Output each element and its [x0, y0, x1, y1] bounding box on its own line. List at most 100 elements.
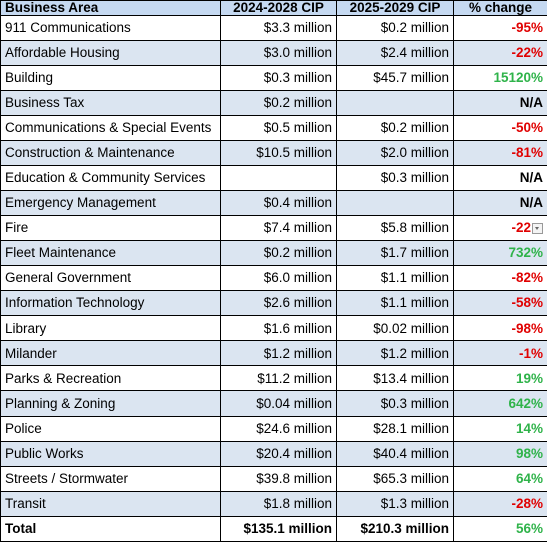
cell-text: $135.1 million: [243, 521, 332, 537]
cip-2024-2028: $0.2 million: [220, 89, 337, 116]
cip-2025-2029: $1.2 million: [336, 340, 454, 367]
percent-change: 64%: [453, 465, 547, 492]
cip-2024-2028: $135.1 million: [220, 515, 337, 542]
business-area: Communications & Special Events: [0, 114, 221, 141]
cell-text: Library: [5, 320, 47, 336]
cip-2025-2029: $40.4 million: [336, 440, 454, 467]
data-row: Planning & Zoning $0.04 million $0.3 milli…: [0, 390, 547, 417]
cip-2025-2029: $0.3 million: [336, 164, 454, 191]
business-area: Fleet Maintenance: [0, 240, 221, 267]
cip-2024-2028: [220, 164, 337, 191]
cell-text: $0.4 million: [263, 195, 332, 211]
business-area: Public Works: [0, 440, 221, 467]
percent-change: -22%: [453, 39, 547, 66]
percent-change: -95%: [453, 14, 547, 41]
percent-change: N/A: [453, 189, 547, 217]
cell-text: Communications & Special Events: [5, 120, 212, 136]
cip-2025-2029: $28.1 million: [336, 415, 454, 442]
cell-text: $45.7 million: [373, 69, 449, 85]
header-cell: % change: [453, 0, 547, 16]
cell-text: -98%: [511, 320, 543, 336]
business-area: Affordable Housing: [0, 39, 221, 66]
cip-2025-2029: $1.3 million: [336, 490, 454, 517]
cell-text: Building: [5, 69, 54, 85]
business-area: Fire: [0, 214, 221, 242]
cell-text: $0.3 million: [380, 395, 449, 411]
cell-text: Emergency Management: [5, 195, 156, 211]
percent-change: -22: [453, 214, 547, 242]
data-row: 911 Communications $3.3 million $0.2 milli…: [0, 14, 547, 41]
cell-text: $1.2 million: [263, 345, 332, 361]
cell-text: $39.8 million: [256, 470, 332, 486]
percent-change: N/A: [453, 164, 547, 191]
data-row: Emergency Management $0.4 million N/A: [0, 189, 547, 217]
cell-text: 98%: [515, 445, 543, 461]
cip-2025-2029: $210.3 million: [336, 515, 454, 542]
cell-text: $1.7 million: [380, 245, 449, 261]
cell-text: Milander: [5, 345, 57, 361]
cell-text: General Government: [5, 270, 132, 286]
cip-2024-2028: $1.6 million: [220, 315, 337, 342]
cell-text: 642%: [508, 395, 543, 411]
cip-2024-2028: $3.3 million: [220, 14, 337, 41]
data-row: Information Technology $2.6 million $1.1 m…: [0, 290, 547, 317]
business-area: Construction & Maintenance: [0, 139, 221, 166]
percent-change: -98%: [453, 315, 547, 342]
cell-text: Information Technology: [5, 295, 145, 311]
cip-2024-2028: $0.3 million: [220, 64, 337, 91]
cip-2025-2029: $1.1 million: [336, 265, 454, 292]
business-area: Total: [0, 515, 221, 542]
business-area: General Government: [0, 265, 221, 292]
cip-2025-2029: $65.3 million: [336, 465, 454, 492]
cell-text: Public Works: [5, 445, 84, 461]
cell-text: 14%: [515, 420, 543, 436]
cell-text: N/A: [519, 170, 543, 186]
cip-2024-2028: $6.0 million: [220, 265, 337, 292]
cell-text: $5.8 million: [380, 220, 449, 236]
percent-change: -82%: [453, 265, 547, 292]
cell-text: $40.4 million: [373, 445, 449, 461]
data-row: Fire $7.4 million $5.8 million -22: [0, 214, 547, 242]
percent-change: -1%: [453, 340, 547, 367]
business-area: Milander: [0, 340, 221, 367]
cell-text: Police: [5, 420, 42, 436]
cell-text: $24.6 million: [256, 420, 332, 436]
cell-text: $0.2 million: [263, 245, 332, 261]
header-row: Business Area 2024-2028 CIP 2025-2029 CI…: [0, 0, 547, 16]
cip-2025-2029: $2.4 million: [336, 39, 454, 66]
cell-text: Planning & Zoning: [5, 395, 116, 411]
cell-text: $28.1 million: [373, 420, 449, 436]
cip-2025-2029: $5.8 million: [336, 214, 454, 242]
cell-text: $2.0 million: [380, 145, 449, 161]
cell-text: $1.1 million: [380, 295, 449, 311]
cell-text: Fire: [5, 220, 29, 236]
percent-change: -58%: [453, 290, 547, 317]
table-body: 911 Communications $3.3 million $0.2 milli…: [0, 14, 547, 542]
cell-text: Fleet Maintenance: [5, 245, 117, 261]
business-area: Information Technology: [0, 290, 221, 317]
cell-text: $1.8 million: [263, 495, 332, 511]
cell-text: Transit: [5, 495, 46, 511]
cell-text: 732%: [508, 245, 543, 261]
business-area: Streets / Stormwater: [0, 465, 221, 492]
percent-change: 19%: [453, 365, 547, 392]
business-area: Transit: [0, 490, 221, 517]
percent-change: -28%: [453, 490, 547, 517]
cell-text: $2.6 million: [263, 295, 332, 311]
data-row: Construction & Maintenance $10.5 million $…: [0, 139, 547, 166]
data-row: Streets / Stormwater $39.8 million $65.3 m…: [0, 465, 547, 492]
cell-text: $1.1 million: [380, 270, 449, 286]
cell-text: -81%: [511, 145, 543, 161]
header-cell: 2024-2028 CIP: [220, 0, 337, 16]
cip-2024-2028: $39.8 million: [220, 465, 337, 492]
cell-text: Streets / Stormwater: [5, 470, 129, 486]
cell-text: $20.4 million: [256, 445, 332, 461]
cip-2024-2028: $11.2 million: [220, 365, 337, 392]
cip-2025-2029: $0.3 million: [336, 390, 454, 417]
data-row: Education & Community Services $0.3 milli…: [0, 164, 547, 191]
dropdown-icon[interactable]: [532, 223, 543, 235]
cip-2024-2028: $0.4 million: [220, 189, 337, 217]
cell-text: $1.3 million: [380, 495, 449, 511]
cell-text: $0.5 million: [263, 120, 332, 136]
percent-change: 732%: [453, 240, 547, 267]
